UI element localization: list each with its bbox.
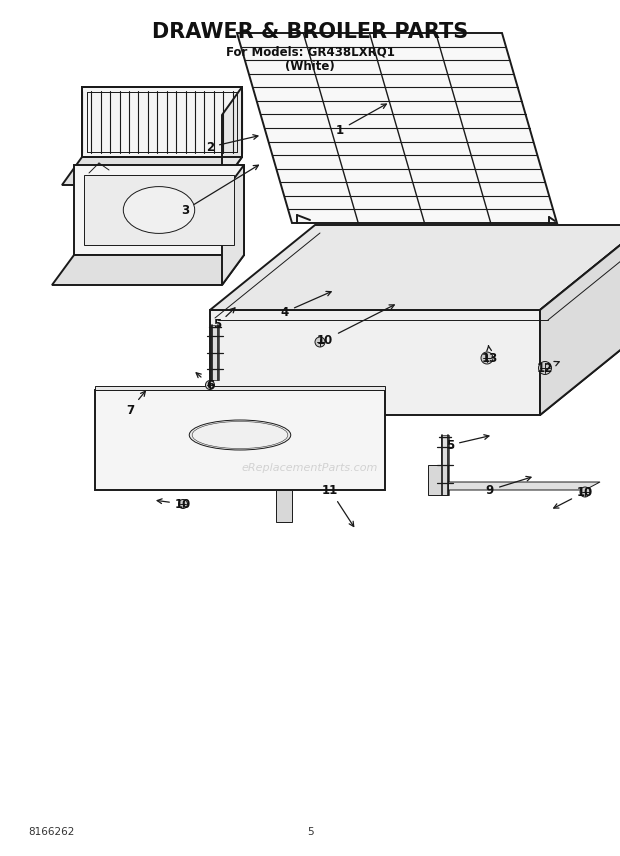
Polygon shape bbox=[210, 310, 540, 415]
Text: 9: 9 bbox=[486, 477, 531, 496]
Ellipse shape bbox=[192, 421, 288, 449]
Circle shape bbox=[179, 500, 187, 508]
Text: 1: 1 bbox=[336, 104, 386, 136]
Text: eReplacementParts.com: eReplacementParts.com bbox=[242, 463, 378, 473]
Text: 6: 6 bbox=[196, 372, 214, 391]
Polygon shape bbox=[95, 386, 385, 390]
Polygon shape bbox=[441, 435, 449, 495]
Ellipse shape bbox=[123, 187, 195, 234]
Polygon shape bbox=[222, 87, 242, 185]
Polygon shape bbox=[211, 325, 219, 380]
Text: 10: 10 bbox=[157, 497, 191, 510]
Polygon shape bbox=[540, 225, 620, 415]
Circle shape bbox=[315, 337, 325, 347]
Text: For Models: GR438LXRQ1: For Models: GR438LXRQ1 bbox=[226, 45, 394, 58]
Text: 8166262: 8166262 bbox=[28, 827, 74, 837]
Polygon shape bbox=[428, 465, 448, 495]
Polygon shape bbox=[210, 225, 620, 310]
Polygon shape bbox=[237, 33, 557, 223]
Polygon shape bbox=[430, 482, 600, 490]
Ellipse shape bbox=[189, 420, 291, 450]
Text: DRAWER & BROILER PARTS: DRAWER & BROILER PARTS bbox=[152, 22, 468, 42]
Polygon shape bbox=[62, 157, 242, 185]
Text: 5: 5 bbox=[213, 308, 235, 331]
Polygon shape bbox=[275, 490, 291, 522]
Circle shape bbox=[205, 381, 215, 389]
Polygon shape bbox=[52, 255, 244, 285]
Text: 10: 10 bbox=[317, 305, 394, 347]
Circle shape bbox=[481, 352, 493, 364]
Polygon shape bbox=[95, 390, 385, 490]
Text: 12: 12 bbox=[537, 361, 559, 375]
Text: 11: 11 bbox=[322, 484, 354, 526]
Polygon shape bbox=[84, 175, 234, 245]
Text: 2: 2 bbox=[206, 134, 258, 153]
Text: 7: 7 bbox=[126, 391, 145, 417]
Polygon shape bbox=[540, 225, 620, 415]
Circle shape bbox=[539, 361, 552, 375]
Polygon shape bbox=[82, 87, 242, 157]
Circle shape bbox=[580, 487, 590, 497]
Text: 13: 13 bbox=[482, 346, 498, 365]
Text: 4: 4 bbox=[281, 291, 331, 318]
Text: 3: 3 bbox=[181, 165, 259, 217]
Text: 5: 5 bbox=[446, 435, 489, 451]
Text: 10: 10 bbox=[554, 485, 593, 508]
Text: (White): (White) bbox=[285, 60, 335, 73]
Polygon shape bbox=[222, 165, 244, 285]
Polygon shape bbox=[74, 165, 244, 255]
Text: 5: 5 bbox=[307, 827, 313, 837]
